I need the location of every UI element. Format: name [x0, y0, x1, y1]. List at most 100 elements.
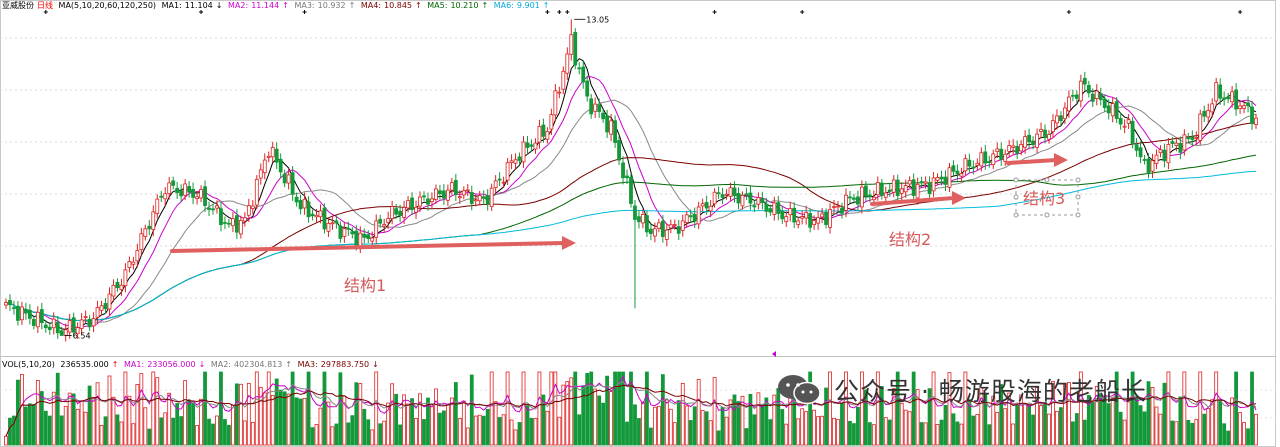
volume-bar: [1078, 371, 1083, 446]
volume-bar: [633, 404, 637, 446]
volume-bar: [1246, 428, 1250, 446]
candle-body: [879, 182, 884, 196]
candle-body: [1055, 115, 1059, 124]
candle-body: [350, 231, 355, 235]
volume-bar: [1031, 414, 1035, 446]
volume-bar: [1214, 371, 1219, 446]
volume-bar: [1039, 405, 1043, 446]
candle-body: [111, 284, 116, 297]
candle-body: [716, 192, 721, 195]
volume-bar: [370, 429, 375, 446]
volume-bar: [629, 371, 633, 446]
volume-bar: [374, 371, 379, 446]
candle-body: [967, 159, 972, 167]
watermark: 公众号 · 畅游股海的老船长: [776, 370, 1147, 410]
candle-body: [195, 196, 199, 200]
volume-bar: [613, 371, 617, 446]
volume-bar: [131, 423, 136, 446]
candle-body: [816, 217, 821, 224]
volume-bar: [1003, 408, 1008, 446]
candle-body: [513, 159, 518, 164]
volume-bar: [828, 371, 832, 446]
volume-bar: [1067, 382, 1071, 446]
candle-body: [75, 327, 80, 335]
volume-bar: [951, 413, 956, 446]
candle-body: [326, 223, 331, 232]
candle-body: [191, 188, 195, 198]
volume-bar: [617, 371, 621, 446]
volume-bar: [246, 382, 251, 446]
candle-body: [836, 205, 840, 208]
volume-bar: [358, 383, 363, 446]
volume-bar: [314, 424, 319, 446]
volume-bar: [692, 406, 697, 446]
volume-bar: [1098, 393, 1103, 446]
volume-bar: [875, 371, 880, 446]
candle-body: [1106, 105, 1111, 114]
candle-body: [609, 120, 613, 135]
volume-bar: [597, 395, 602, 446]
volume-bar: [744, 428, 749, 446]
candle-body: [167, 182, 172, 195]
candle-body: [844, 194, 848, 211]
volume-bar: [215, 415, 219, 446]
ma1-arrow: ↓: [215, 1, 223, 10]
candle-body: [613, 120, 617, 143]
candle-body: [947, 167, 952, 188]
volume-bar: [637, 418, 641, 446]
candle-body: [394, 208, 399, 215]
volume-bar: [1218, 399, 1223, 446]
candle-body: [692, 213, 697, 222]
ma2-arrow: ↑: [282, 1, 289, 10]
volume-bar: [219, 371, 223, 446]
ma5-label: MA5:: [427, 1, 448, 10]
volume-bar: [8, 417, 12, 446]
candle-body: [672, 224, 677, 226]
candle-body: [541, 124, 546, 137]
candle-body: [23, 309, 28, 314]
volume-bar: [99, 424, 104, 446]
candle-body: [489, 187, 494, 207]
candle-body: [354, 230, 359, 246]
candle-body: [1110, 103, 1115, 117]
volume-bar: [509, 419, 514, 446]
candle-body: [1023, 136, 1028, 148]
volume-bar: [1130, 371, 1135, 446]
candle-body: [306, 201, 311, 218]
candle-body: [796, 220, 801, 225]
candle-body: [35, 311, 40, 328]
candle-body: [903, 185, 908, 193]
volume-bar: [414, 418, 418, 446]
ma1-label: MA1:: [161, 1, 182, 10]
candle-body: [334, 220, 339, 224]
candle-body: [1078, 80, 1083, 102]
candle-body: [593, 103, 598, 112]
volume-bar: [999, 384, 1004, 446]
volume-bar: [278, 389, 283, 446]
volume-bar: [863, 389, 868, 446]
candle-body: [310, 213, 315, 217]
vol-ma1-arrow: ↓: [198, 360, 206, 369]
candle-body: [788, 208, 793, 216]
volume-bar: [517, 422, 522, 446]
candle-body: [426, 198, 430, 205]
candle-body: [346, 227, 351, 230]
volume-bar: [1250, 371, 1254, 446]
candle-body: [800, 216, 805, 219]
volume-bar: [27, 403, 32, 446]
candle-body: [402, 207, 406, 218]
volume-bar: [561, 384, 566, 446]
volume-bar: [258, 386, 263, 446]
candle-body: [366, 234, 371, 239]
ma5-arrow: ↑: [481, 1, 489, 10]
volume-bar: [449, 397, 454, 446]
volume-bar: [645, 371, 649, 446]
candle-body: [135, 250, 140, 262]
candle-body: [617, 140, 621, 161]
volume-bar: [123, 371, 128, 446]
candle-body: [438, 190, 442, 195]
candle-body: [79, 319, 84, 329]
candle-body: [959, 173, 964, 177]
candle-body: [12, 307, 16, 309]
